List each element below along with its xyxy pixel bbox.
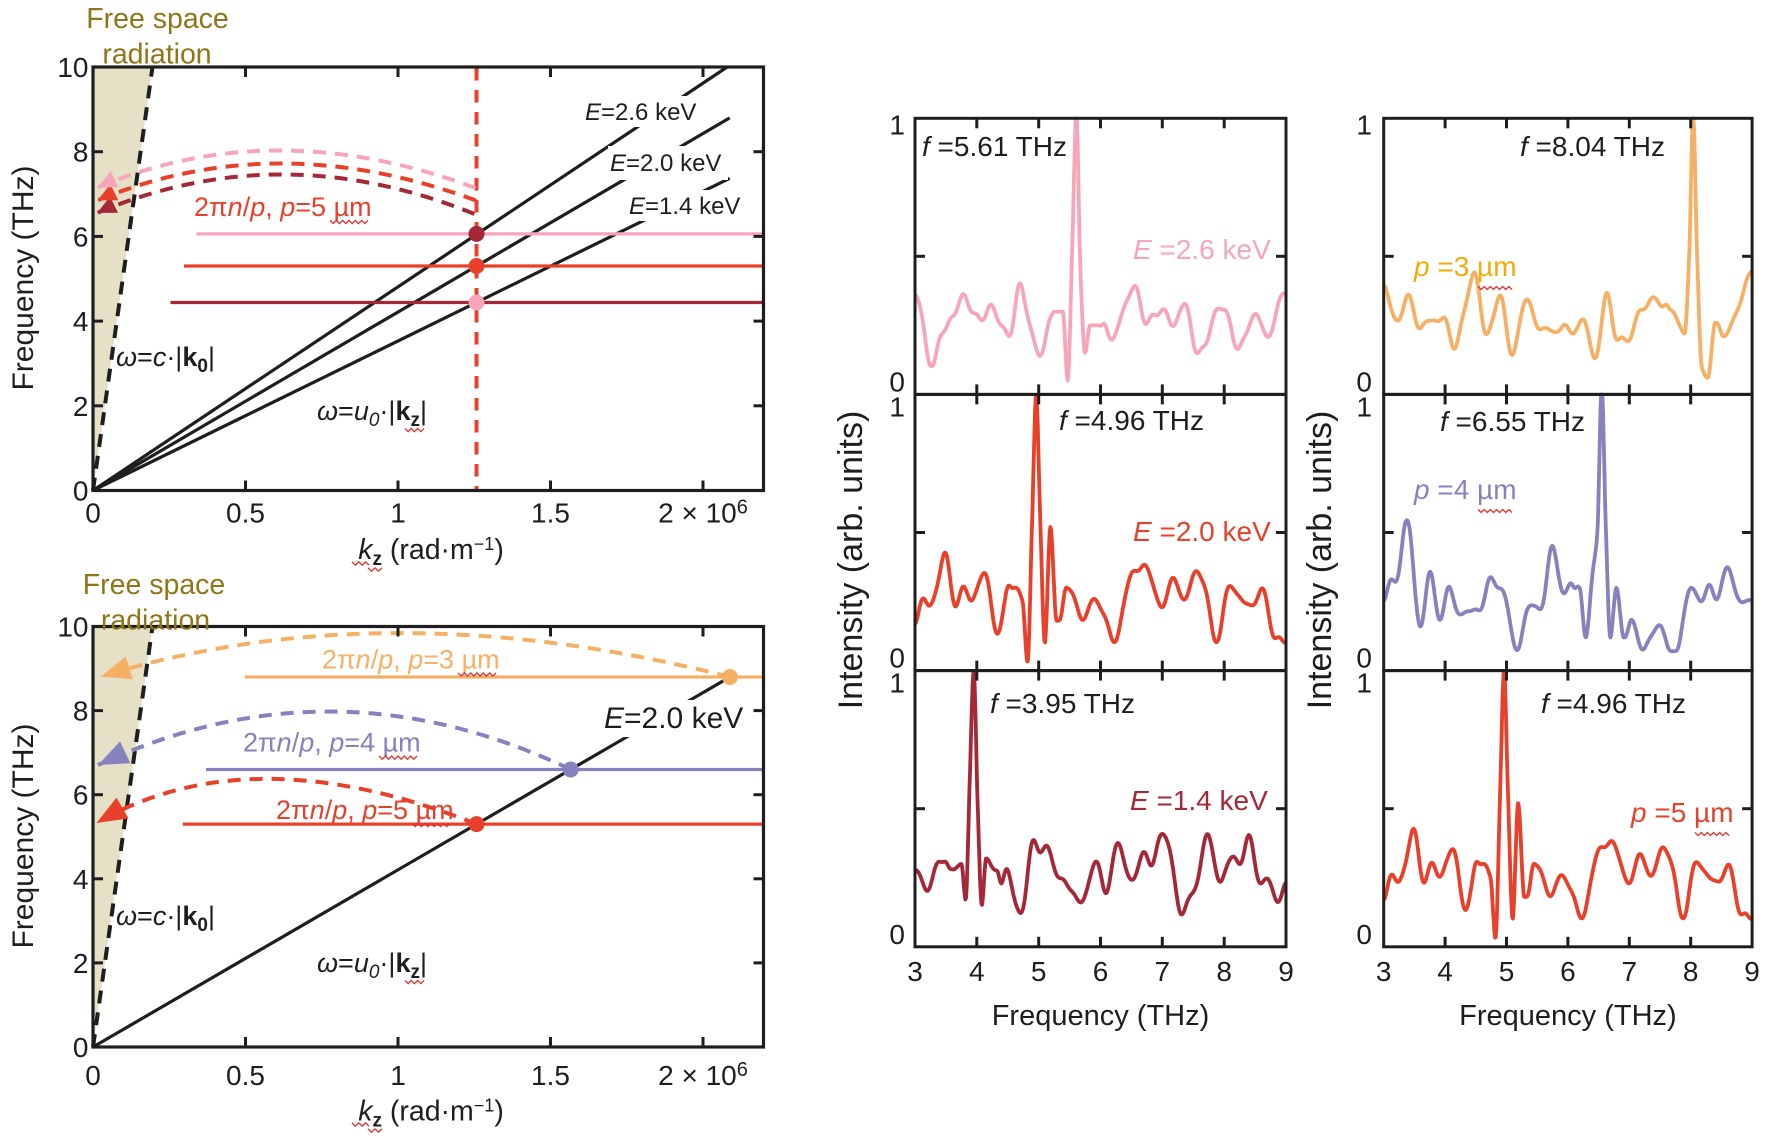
- svg-text:1: 1: [390, 498, 406, 529]
- svg-text:9: 9: [1744, 956, 1760, 987]
- svg-text:2πn/p, p=4 µm: 2πn/p, p=4 µm: [243, 728, 421, 758]
- svg-text:2πn/p, p=5 µm: 2πn/p, p=5 µm: [276, 795, 454, 825]
- svg-text:0.5: 0.5: [226, 498, 265, 529]
- svg-text:E=2.0 keV: E=2.0 keV: [604, 702, 743, 735]
- svg-text:7: 7: [1155, 956, 1171, 987]
- svg-text:2 × 106: 2 × 106: [658, 497, 748, 529]
- svg-text:7: 7: [1622, 956, 1638, 987]
- svg-text:ω=u0·|kz|: ω=u0·|kz|: [317, 396, 427, 431]
- svg-text:f =5.61 THz: f =5.61 THz: [922, 131, 1067, 162]
- svg-text:2πn/p, p=3 µm: 2πn/p, p=3 µm: [322, 645, 500, 675]
- svg-text:3: 3: [1376, 956, 1392, 987]
- svg-text:Free space: Free space: [83, 569, 226, 601]
- svg-text:8: 8: [1216, 956, 1232, 987]
- svg-text:0: 0: [1356, 643, 1372, 674]
- svg-text:p =5 µm: p =5 µm: [1630, 797, 1734, 828]
- svg-text:6: 6: [73, 780, 89, 811]
- svg-text:0: 0: [1356, 366, 1372, 397]
- svg-text:0: 0: [889, 366, 905, 397]
- svg-text:4: 4: [73, 306, 89, 337]
- svg-text:f =4.96 THz: f =4.96 THz: [1059, 405, 1204, 436]
- svg-text:f =3.95 THz: f =3.95 THz: [990, 688, 1135, 719]
- svg-text:0: 0: [73, 1032, 89, 1063]
- svg-text:1: 1: [1356, 391, 1372, 422]
- svg-text:Free space: Free space: [86, 3, 229, 35]
- svg-text:10: 10: [57, 612, 88, 643]
- svg-text:E =2.0 keV: E =2.0 keV: [1133, 516, 1271, 547]
- svg-text:E=2.0 keV: E=2.0 keV: [610, 150, 721, 177]
- svg-text:1: 1: [1356, 109, 1372, 140]
- svg-text:f =4.96 THz: f =4.96 THz: [1541, 688, 1686, 719]
- svg-text:0: 0: [73, 476, 89, 507]
- svg-text:radiation: radiation: [101, 605, 210, 637]
- svg-text:0: 0: [85, 1060, 101, 1091]
- svg-text:0: 0: [889, 643, 905, 674]
- svg-text:1: 1: [889, 109, 905, 140]
- svg-text:4: 4: [73, 864, 89, 895]
- svg-text:E=2.6 keV: E=2.6 keV: [585, 99, 696, 126]
- svg-text:Frequency (THz): Frequency (THz): [1459, 1000, 1677, 1032]
- svg-text:Frequency (THz): Frequency (THz): [992, 1000, 1210, 1032]
- svg-text:0: 0: [85, 498, 101, 529]
- svg-text:3: 3: [907, 956, 923, 987]
- svg-text:f =8.04 THz: f =8.04 THz: [1520, 131, 1665, 162]
- svg-text:0: 0: [1356, 919, 1372, 950]
- svg-text:9: 9: [1278, 956, 1294, 987]
- svg-text:p =3 µm: p =3 µm: [1413, 251, 1517, 282]
- svg-text:4: 4: [969, 956, 985, 987]
- svg-text:1: 1: [889, 391, 905, 422]
- svg-text:6: 6: [73, 221, 89, 252]
- svg-text:8: 8: [73, 137, 89, 168]
- svg-text:E=1.4 keV: E=1.4 keV: [629, 193, 740, 220]
- svg-text:2πn/p, p=5 µm: 2πn/p, p=5 µm: [194, 192, 372, 222]
- svg-text:p =4 µm: p =4 µm: [1413, 474, 1517, 505]
- svg-text:Frequency (THz): Frequency (THz): [7, 165, 40, 390]
- svg-text:5: 5: [1499, 956, 1515, 987]
- svg-text:E =2.6 keV: E =2.6 keV: [1133, 234, 1271, 265]
- svg-text:2 × 106: 2 × 106: [658, 1059, 748, 1091]
- svg-text:5: 5: [1031, 956, 1047, 987]
- svg-text:kz (rad·m−1): kz (rad·m−1): [358, 1096, 504, 1132]
- svg-text:1.5: 1.5: [531, 1060, 570, 1091]
- svg-text:Frequency (THz): Frequency (THz): [7, 723, 40, 948]
- svg-text:10: 10: [57, 52, 88, 83]
- svg-text:Intensity (arb. units): Intensity (arb. units): [1301, 411, 1339, 710]
- svg-text:1: 1: [390, 1060, 406, 1091]
- svg-text:1: 1: [1356, 668, 1372, 699]
- svg-text:radiation: radiation: [102, 39, 211, 71]
- svg-text:4: 4: [1437, 956, 1453, 987]
- svg-text:0: 0: [889, 919, 905, 950]
- svg-text:1: 1: [889, 668, 905, 699]
- svg-text:2: 2: [73, 948, 89, 979]
- svg-text:kz (rad·m−1): kz (rad·m−1): [358, 534, 504, 570]
- svg-text:8: 8: [73, 696, 89, 727]
- svg-text:ω=c·|k0|: ω=c·|k0|: [116, 901, 215, 936]
- svg-text:6: 6: [1560, 956, 1576, 987]
- svg-text:6: 6: [1093, 956, 1109, 987]
- svg-text:2: 2: [73, 391, 89, 422]
- svg-text:0.5: 0.5: [226, 1060, 265, 1091]
- svg-text:1.5: 1.5: [531, 498, 570, 529]
- svg-text:E =1.4 keV: E =1.4 keV: [1130, 785, 1268, 816]
- svg-text:Intensity (arb. units): Intensity (arb. units): [832, 411, 870, 710]
- svg-text:f =6.55 THz: f =6.55 THz: [1440, 406, 1585, 437]
- svg-text:8: 8: [1683, 956, 1699, 987]
